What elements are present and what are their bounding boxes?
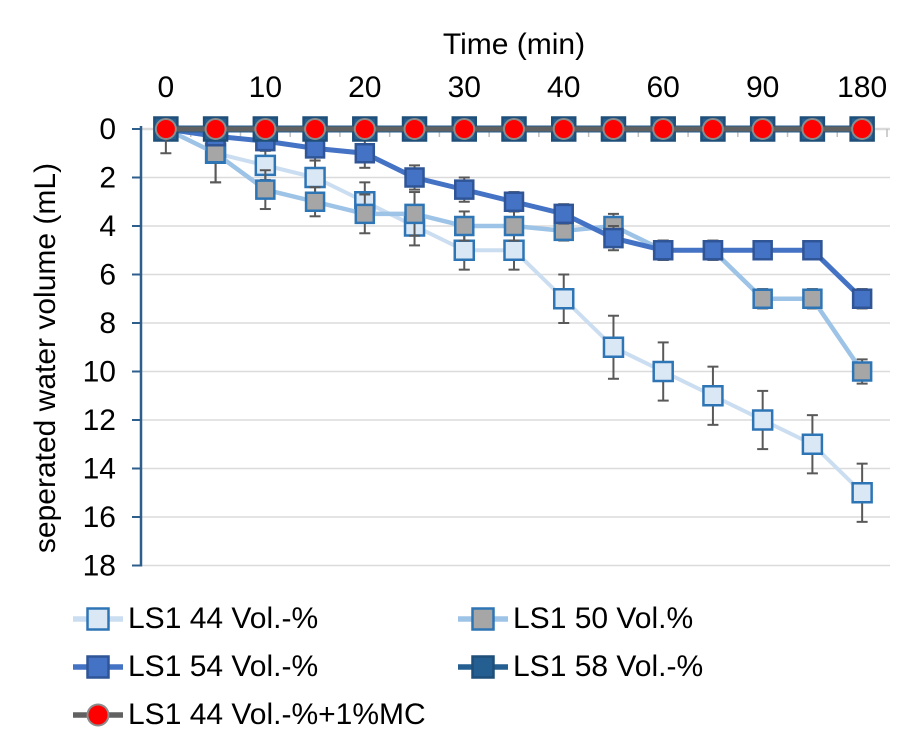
square-marker	[802, 288, 823, 309]
square-marker	[404, 167, 425, 188]
x-axis-title: Time (min)	[442, 28, 586, 61]
svg-text:18: 18	[83, 550, 116, 583]
legend: LS1 44 Vol.-% LS1 50 Vol.% LS1 54 Vol.-% LS…	[73, 602, 703, 732]
square-marker	[404, 203, 425, 225]
legend-square-marker-icon	[73, 655, 123, 679]
svg-text:2: 2	[99, 162, 116, 195]
svg-text:14: 14	[83, 453, 116, 486]
svg-text:60: 60	[647, 71, 680, 104]
square-marker	[702, 385, 724, 407]
svg-text:12: 12	[83, 404, 116, 437]
svg-text:30: 30	[448, 71, 481, 104]
legend-label: LS1 44 Vol.-%+1%MC	[128, 698, 426, 731]
circle-marker	[701, 118, 724, 140]
legend-circle-marker-icon	[73, 703, 123, 727]
legend-item-LS1 44 Vol.-%: LS1 44 Vol.-%	[73, 602, 458, 636]
svg-text:16: 16	[83, 501, 116, 534]
circle-marker	[254, 118, 277, 140]
square-marker	[503, 239, 525, 261]
legend-label: LS1 58 Vol.-%	[513, 650, 704, 683]
circle-marker	[403, 118, 426, 140]
y-tick-labels: 0 2 4 6 8 10 12 14 16 18	[83, 113, 116, 583]
circle-marker	[652, 118, 675, 140]
square-marker	[602, 336, 625, 358]
square-marker	[354, 143, 376, 164]
square-marker	[354, 203, 376, 225]
svg-text:0: 0	[158, 71, 175, 104]
square-marker	[553, 203, 574, 225]
circle-marker	[602, 118, 625, 140]
circle-marker	[751, 118, 774, 140]
square-marker	[503, 191, 525, 212]
circle-marker	[353, 118, 376, 140]
legend-item-LS1 54 Vol.-%: LS1 54 Vol.-%	[73, 650, 458, 684]
series-LS1 44 Vol.-%+1%MC	[154, 118, 874, 155]
circle-marker	[851, 118, 874, 140]
legend-label: LS1 44 Vol.-%	[128, 602, 319, 635]
square-marker	[304, 166, 326, 189]
square-marker	[801, 433, 824, 455]
legend-square-marker-icon	[73, 607, 123, 631]
square-marker	[453, 239, 476, 261]
circle-marker	[801, 118, 824, 140]
square-marker	[454, 215, 475, 237]
square-marker	[603, 227, 624, 249]
svg-text:90: 90	[746, 71, 779, 104]
square-marker	[552, 288, 575, 310]
series-LS1 54 Vol.-%	[155, 118, 873, 310]
circle-marker	[552, 118, 575, 140]
svg-text:4: 4	[99, 210, 116, 243]
legend-item-LS1 44 Vol.-%+1%MC: LS1 44 Vol.-%+1%MC	[73, 698, 458, 732]
square-marker	[652, 360, 674, 383]
svg-text:40: 40	[547, 71, 580, 104]
square-marker	[751, 409, 774, 431]
square-marker	[851, 361, 873, 382]
square-marker	[652, 240, 674, 261]
svg-text:10: 10	[83, 356, 116, 389]
circle-marker	[304, 118, 327, 140]
svg-text:0: 0	[99, 113, 116, 146]
svg-text:10: 10	[249, 71, 282, 104]
circle-marker	[154, 118, 177, 140]
svg-text:6: 6	[99, 259, 116, 292]
legend-item-LS1 50 Vol.%: LS1 50 Vol.%	[458, 602, 703, 636]
square-marker	[851, 482, 873, 504]
svg-text:20: 20	[348, 71, 381, 104]
square-marker	[454, 179, 475, 200]
square-marker	[802, 240, 823, 261]
svg-text:180: 180	[837, 71, 887, 104]
legend-square-marker-icon	[458, 655, 508, 679]
legend-label: LS1 50 Vol.%	[513, 602, 694, 635]
circle-marker	[453, 118, 476, 140]
circle-marker	[503, 118, 525, 140]
legend-square-marker-icon	[458, 607, 508, 631]
square-marker	[752, 240, 773, 261]
square-marker	[205, 143, 226, 164]
x-tick-labels: 0 10 20 30 40 60 90 180	[158, 71, 888, 104]
legend-item-LS1 58 Vol.-%: LS1 58 Vol.-%	[458, 650, 703, 684]
square-marker	[752, 288, 773, 309]
square-marker	[304, 191, 326, 212]
square-marker	[255, 179, 276, 200]
y-axis	[132, 126, 143, 567]
square-marker	[702, 240, 724, 261]
square-marker	[851, 288, 873, 309]
square-marker	[304, 138, 326, 159]
svg-text:8: 8	[99, 307, 116, 340]
legend-label: LS1 54 Vol.-%	[128, 650, 319, 683]
square-marker	[503, 215, 525, 237]
circle-marker	[204, 118, 227, 140]
